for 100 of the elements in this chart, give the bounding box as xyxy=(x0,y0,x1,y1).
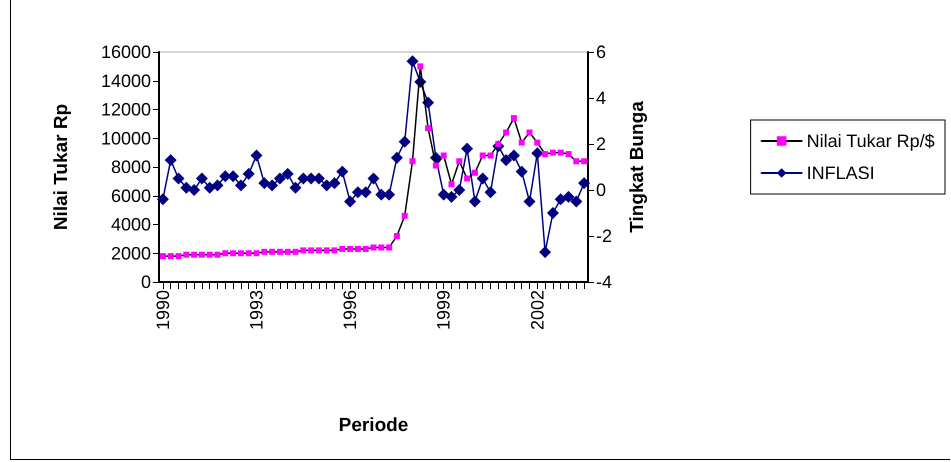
point xyxy=(425,125,432,132)
point xyxy=(550,150,556,156)
y-axis-title: Nilai Tukar Rp xyxy=(51,104,72,230)
point xyxy=(542,151,548,158)
x-tick-label: 1993 xyxy=(246,290,266,330)
point xyxy=(362,246,369,252)
point xyxy=(246,250,252,256)
x-tick-label: 1990 xyxy=(152,290,173,330)
point xyxy=(156,193,169,206)
point xyxy=(394,233,400,239)
point xyxy=(558,150,564,156)
point xyxy=(196,172,208,184)
point xyxy=(464,176,470,182)
point xyxy=(242,168,255,180)
point xyxy=(488,152,494,158)
point xyxy=(206,252,213,258)
point xyxy=(354,246,361,252)
point xyxy=(390,152,403,164)
point xyxy=(198,252,205,258)
point xyxy=(222,250,228,256)
point xyxy=(290,182,302,194)
point xyxy=(168,253,174,260)
point xyxy=(269,248,276,255)
y-tick-label: 14000 xyxy=(100,70,151,91)
point xyxy=(531,147,544,160)
point xyxy=(446,190,458,203)
x-tick-label: 2002 xyxy=(527,290,548,330)
point xyxy=(410,158,416,164)
point xyxy=(332,247,338,254)
point xyxy=(254,250,260,256)
point xyxy=(500,154,512,166)
point xyxy=(472,170,478,176)
point xyxy=(438,188,450,201)
point xyxy=(258,177,270,190)
point xyxy=(370,244,376,250)
point xyxy=(328,177,340,190)
y-tick-label: 16000 xyxy=(100,42,151,62)
point xyxy=(578,177,590,190)
point xyxy=(172,172,184,184)
point xyxy=(316,247,322,254)
y-tick-label: 2000 xyxy=(110,243,151,264)
point xyxy=(204,182,216,194)
point xyxy=(524,196,536,208)
point xyxy=(234,179,247,192)
point xyxy=(292,248,298,255)
point xyxy=(176,253,182,260)
point xyxy=(554,193,567,206)
point xyxy=(261,248,268,255)
x-tick-label: 1999 xyxy=(434,290,454,330)
point xyxy=(324,247,330,254)
point xyxy=(339,246,346,252)
y-tick-label: 6000 xyxy=(110,186,151,206)
point xyxy=(300,247,306,254)
point xyxy=(508,150,520,162)
legend-label: INFLASI xyxy=(806,163,875,183)
point xyxy=(581,158,588,164)
point xyxy=(191,252,198,258)
point xyxy=(432,162,439,169)
point xyxy=(539,246,552,258)
x-tick-label: 1996 xyxy=(340,290,360,330)
y2-tick-label: -4 xyxy=(596,272,612,292)
point xyxy=(448,181,454,188)
y2-tick-label: 6 xyxy=(596,42,606,62)
point xyxy=(308,247,314,254)
point xyxy=(386,244,392,250)
point xyxy=(406,55,418,68)
point xyxy=(562,190,574,203)
point xyxy=(510,115,517,122)
point xyxy=(282,168,294,180)
point xyxy=(476,172,489,184)
point xyxy=(573,158,580,164)
point xyxy=(398,136,411,148)
y-tick-label: 8000 xyxy=(110,157,151,177)
legend-label: Nilai Tukar Rp/$ xyxy=(806,131,935,151)
point xyxy=(440,152,447,158)
point xyxy=(180,182,192,194)
point xyxy=(336,166,348,178)
point xyxy=(183,252,190,258)
point xyxy=(250,150,262,162)
point xyxy=(534,140,540,146)
point xyxy=(276,248,283,255)
point xyxy=(456,158,462,164)
point xyxy=(417,63,424,70)
point xyxy=(453,184,466,196)
point xyxy=(480,152,486,158)
point xyxy=(230,250,236,256)
point xyxy=(503,130,510,136)
point xyxy=(484,186,496,198)
point xyxy=(461,142,474,155)
y2-axis-title: Tingkat Bunga xyxy=(627,100,648,233)
y2-tick-label: 2 xyxy=(596,134,606,154)
point xyxy=(378,244,384,250)
y-tick-label: 12000 xyxy=(100,100,151,120)
point xyxy=(570,196,582,208)
point xyxy=(347,246,354,252)
point xyxy=(160,253,166,260)
point xyxy=(284,248,291,255)
point xyxy=(468,196,481,208)
point xyxy=(212,179,224,192)
y-tick-label: 4000 xyxy=(110,214,151,234)
